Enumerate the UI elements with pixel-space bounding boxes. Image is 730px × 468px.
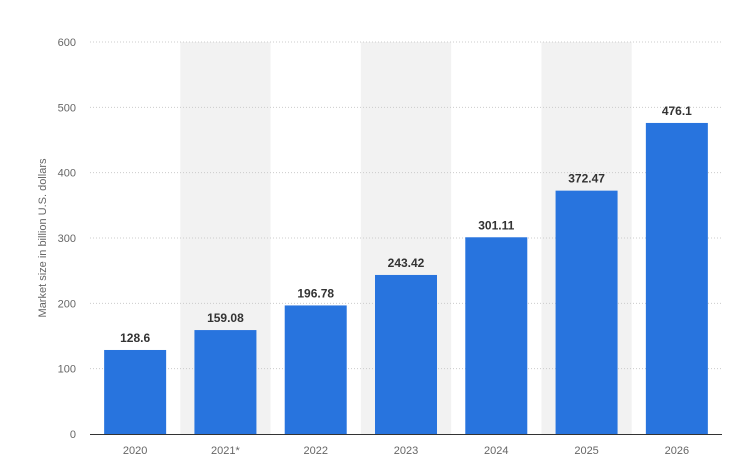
bars <box>104 122 708 434</box>
y-tick-label: 0 <box>70 429 76 441</box>
y-tick-label: 500 <box>58 102 76 114</box>
x-tick-label: 2020 <box>123 445 147 457</box>
bar-2020 <box>104 349 167 434</box>
data-label: 301.11 <box>478 218 514 232</box>
bar-2025 <box>555 190 618 434</box>
y-tick-label: 400 <box>58 168 76 180</box>
x-tick-label: 2026 <box>665 445 689 457</box>
data-label: 196.78 <box>297 286 334 300</box>
data-label: 243.42 <box>388 256 425 270</box>
bar-2023 <box>375 274 437 434</box>
x-tick-label: 2025 <box>574 445 598 457</box>
y-tick-label: 600 <box>58 37 76 49</box>
data-label: 159.08 <box>207 311 244 325</box>
x-tick-label: 2024 <box>484 445 508 457</box>
y-tick-label: 200 <box>58 298 76 310</box>
x-axis-ticks: 2020 2021* 2022 2023 2024 2025 2026 <box>123 445 689 457</box>
data-labels: 128.6 159.08 196.78 243.42 301.11 372.47 476.1 <box>120 104 692 345</box>
bar-2026 <box>645 122 708 434</box>
data-label: 128.6 <box>120 331 150 345</box>
y-axis-ticks: 0 100 200 300 400 500 600 <box>58 37 76 441</box>
x-tick-label: 2021* <box>211 445 240 457</box>
y-tick-label: 300 <box>58 233 76 245</box>
y-axis-title: Market size in billion U.S. dollars <box>37 158 49 317</box>
x-tick-label: 2022 <box>303 445 327 457</box>
bar-2022 <box>284 305 347 434</box>
bar-2024 <box>465 237 528 434</box>
bar-2021 <box>194 330 257 434</box>
y-tick-label: 100 <box>58 364 76 376</box>
data-label: 476.1 <box>662 104 692 118</box>
data-label: 372.47 <box>568 172 605 186</box>
x-tick-label: 2023 <box>394 445 418 457</box>
